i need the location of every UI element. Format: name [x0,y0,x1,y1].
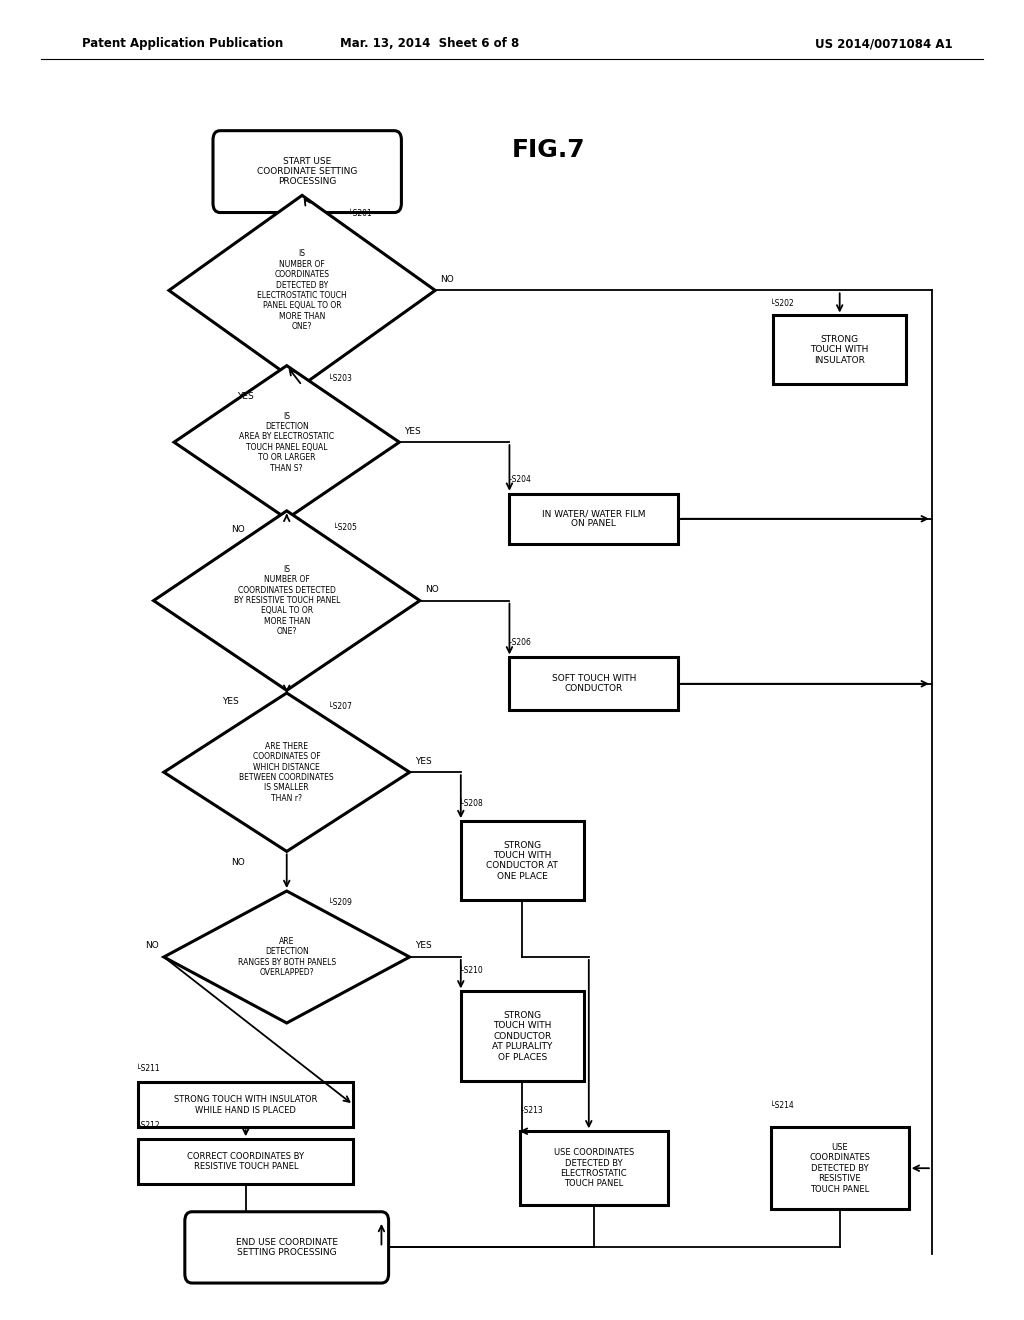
Polygon shape [164,693,410,851]
Text: YES: YES [415,941,431,950]
Text: SOFT TOUCH WITH
CONDUCTOR: SOFT TOUCH WITH CONDUCTOR [552,675,636,693]
Text: └S213: └S213 [519,1106,543,1115]
Text: END USE COORDINATE
SETTING PROCESSING: END USE COORDINATE SETTING PROCESSING [236,1238,338,1257]
Text: └S207: └S207 [328,702,351,711]
Text: IS
DETECTION
AREA BY ELECTROSTATIC
TOUCH PANEL EQUAL
TO OR LARGER
THAN S?: IS DETECTION AREA BY ELECTROSTATIC TOUCH… [240,412,334,473]
Text: Patent Application Publication: Patent Application Publication [82,37,284,50]
Text: YES: YES [415,756,431,766]
Text: STRONG
TOUCH WITH
CONDUCTOR AT
ONE PLACE: STRONG TOUCH WITH CONDUCTOR AT ONE PLACE [486,841,558,880]
Bar [509,657,678,710]
Text: STRONG
TOUCH WITH
INSULATOR: STRONG TOUCH WITH INSULATOR [810,335,869,364]
Text: NO: NO [440,275,454,284]
Text: └S209: └S209 [328,898,351,907]
Text: YES: YES [404,426,421,436]
Text: USE COORDINATES
DETECTED BY
ELECTROSTATIC
TOUCH PANEL: USE COORDINATES DETECTED BY ELECTROSTATI… [554,1148,634,1188]
Text: └S208: └S208 [459,799,482,808]
Text: START USE
COORDINATE SETTING
PROCESSING: START USE COORDINATE SETTING PROCESSING [257,157,357,186]
Polygon shape [164,891,410,1023]
Bar [138,1082,353,1127]
Text: IS
NUMBER OF
COORDINATES
DETECTED BY
ELECTROSTATIC TOUCH
PANEL EQUAL TO OR
MORE : IS NUMBER OF COORDINATES DETECTED BY ELE… [257,249,347,331]
Text: └S206: └S206 [507,638,530,647]
FancyBboxPatch shape [185,1212,389,1283]
Polygon shape [174,366,399,519]
Text: STRONG TOUCH WITH INSULATOR
WHILE HAND IS PLACED: STRONG TOUCH WITH INSULATOR WHILE HAND I… [174,1096,317,1114]
Text: └S204: └S204 [507,475,530,484]
Text: └S202: └S202 [770,298,794,308]
Bar [509,494,678,544]
Bar [770,1127,909,1209]
Text: ARE THERE
COORDINATES OF
WHICH DISTANCE
BETWEEN COORDINATES
IS SMALLER
THAN r?: ARE THERE COORDINATES OF WHICH DISTANCE … [240,742,334,803]
Text: └S201: └S201 [348,209,372,218]
Text: └S211: └S211 [136,1064,160,1073]
Text: └S214: └S214 [770,1101,794,1110]
Text: YES: YES [238,392,254,401]
Text: NO: NO [145,941,159,950]
Polygon shape [169,195,435,385]
Polygon shape [154,511,420,690]
Bar [461,991,584,1081]
Text: NO: NO [230,858,245,867]
Text: NO: NO [230,525,245,535]
Text: CORRECT COORDINATES BY
RESISTIVE TOUCH PANEL: CORRECT COORDINATES BY RESISTIVE TOUCH P… [187,1152,304,1171]
Text: ARE
DETECTION
RANGES BY BOTH PANELS
OVERLAPPED?: ARE DETECTION RANGES BY BOTH PANELS OVER… [238,937,336,977]
Bar [519,1131,668,1205]
Text: Mar. 13, 2014  Sheet 6 of 8: Mar. 13, 2014 Sheet 6 of 8 [340,37,520,50]
Bar [773,315,906,384]
FancyBboxPatch shape [213,131,401,213]
Text: FIG.7: FIG.7 [512,139,586,162]
Text: US 2014/0071084 A1: US 2014/0071084 A1 [815,37,952,50]
Text: └S210: └S210 [459,966,482,975]
Text: YES: YES [222,697,239,706]
Text: └S205: └S205 [333,523,356,532]
Bar [138,1139,353,1184]
Text: IS
NUMBER OF
COORDINATES DETECTED
BY RESISTIVE TOUCH PANEL
EQUAL TO OR
MORE THAN: IS NUMBER OF COORDINATES DETECTED BY RES… [233,565,340,636]
Text: IN WATER/ WATER FILM
ON PANEL: IN WATER/ WATER FILM ON PANEL [542,510,646,528]
Text: USE
COORDINATES
DETECTED BY
RESISTIVE
TOUCH PANEL: USE COORDINATES DETECTED BY RESISTIVE TO… [809,1143,870,1193]
Text: NO: NO [425,585,438,594]
Text: STRONG
TOUCH WITH
CONDUCTOR
AT PLURALITY
OF PLACES: STRONG TOUCH WITH CONDUCTOR AT PLURALITY… [493,1011,552,1061]
Text: └S203: └S203 [328,374,351,383]
Text: └S212: └S212 [136,1121,160,1130]
Bar [461,821,584,900]
